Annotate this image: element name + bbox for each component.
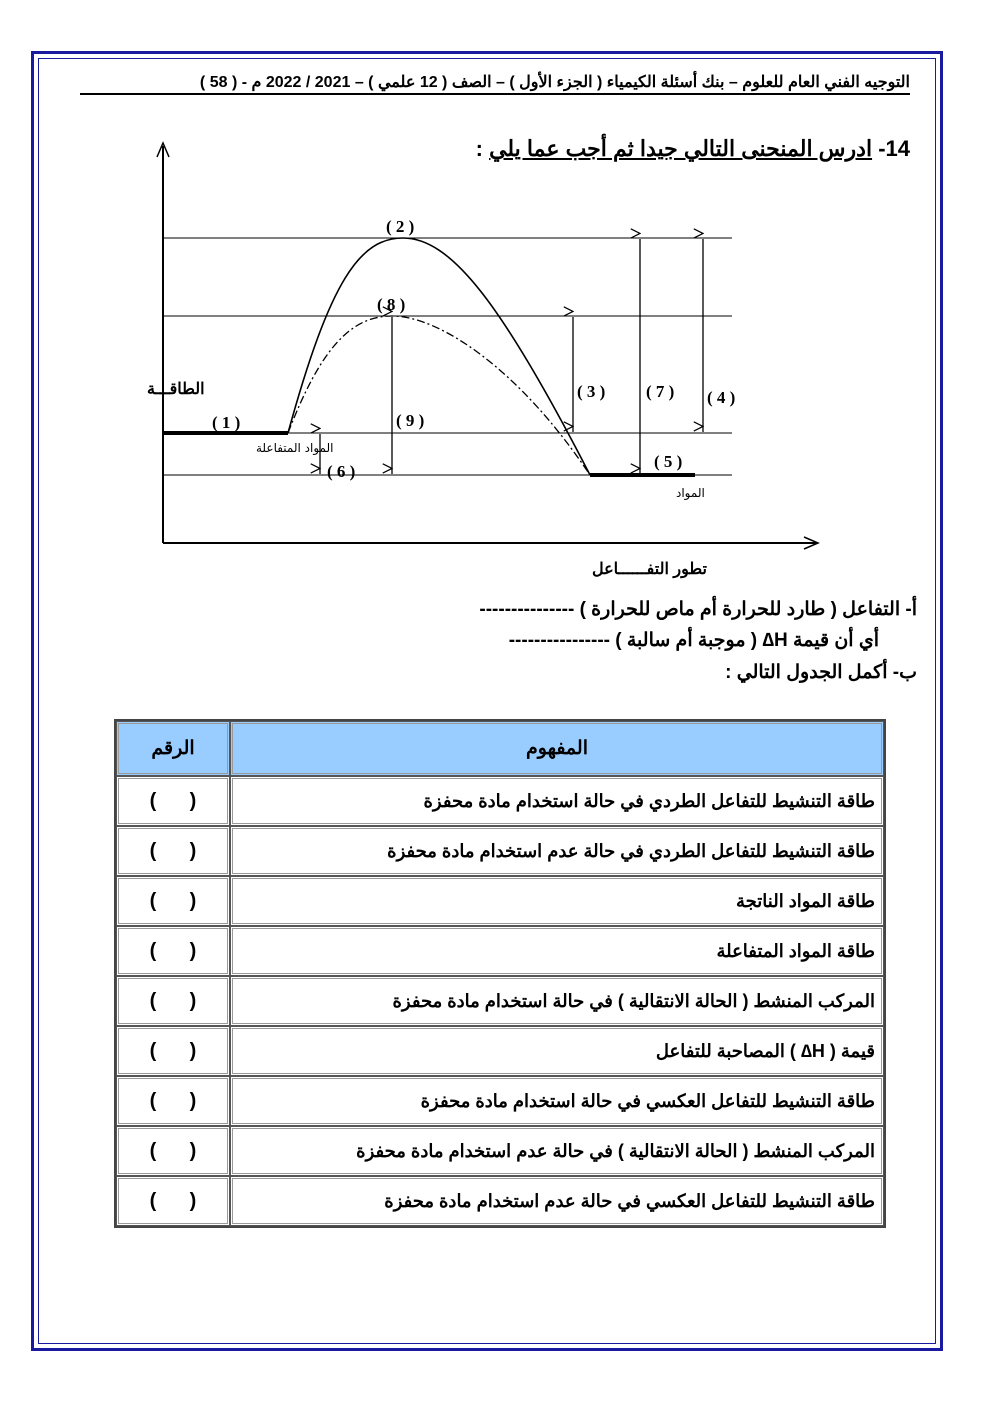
question-title: 14- ادرس المنحنى التالي جيدا ثم أجب عما … xyxy=(476,136,910,162)
table-row: طاقة التنشيط للتفاعل العكسي في حالة استخ… xyxy=(116,1076,884,1126)
part-b-instruction: ب- أكمل الجدول التالي : xyxy=(725,662,917,683)
concept-cell: طاقة المواد الناتجة xyxy=(230,876,884,926)
energy-diagram: ( 1 ) ( 2 ) ( 3 ) ( 4 ) ( 5 ) ( 6 ) ( 7 … xyxy=(147,141,820,579)
table-row: طاقة المواد الناتجة( ) xyxy=(116,876,884,926)
concept-cell: المركب المنشط ( الحالة الانتقالية ) في ح… xyxy=(230,976,884,1026)
page-header: التوجيه الفني العام للعلوم – بنك أسئلة ا… xyxy=(80,72,910,95)
answer-blank[interactable]: ( ) xyxy=(116,1176,230,1226)
question-text: ادرس المنحنى التالي جيدا ثم أجب عما يلي xyxy=(489,136,873,161)
products-label: المواد xyxy=(676,486,705,501)
answer-blank[interactable]: ( ) xyxy=(116,1076,230,1126)
label-1: ( 1 ) xyxy=(212,413,240,432)
table-row: طاقة التنشيط للتفاعل الطردي في حالة عدم … xyxy=(116,826,884,876)
table-row: طاقة التنشيط للتفاعل العكسي في حالة عدم … xyxy=(116,1176,884,1226)
header-concept: المفهوم xyxy=(230,721,884,776)
label-8: ( 8 ) xyxy=(377,295,405,314)
question-colon: : xyxy=(475,136,483,161)
label-7: ( 7 ) xyxy=(646,382,674,401)
label-4: ( 4 ) xyxy=(707,388,735,407)
x-axis-label: تطور التفــــــاعل xyxy=(592,561,707,579)
label-6: ( 6 ) xyxy=(327,462,355,481)
reactants-label: المواد المتفاعلة xyxy=(256,441,333,456)
label-9: ( 9 ) xyxy=(396,411,424,430)
table-row: قيمة ( H∆ ) المصاحبة للتفاعل( ) xyxy=(116,1026,884,1076)
label-5: ( 5 ) xyxy=(654,452,682,471)
header-number: الرقم xyxy=(116,721,230,776)
catalyzed-curve xyxy=(287,315,591,476)
x-axis-arrow-icon xyxy=(803,536,820,550)
answer-blank[interactable]: ( ) xyxy=(116,976,230,1026)
label-2: ( 2 ) xyxy=(386,217,414,236)
page-frame-outer xyxy=(31,51,943,1351)
question-number: 14- xyxy=(878,136,910,161)
answer-blank[interactable]: ( ) xyxy=(116,926,230,976)
answer-blank[interactable]: ( ) xyxy=(116,776,230,826)
table-row: المركب المنشط ( الحالة الانتقالية ) في ح… xyxy=(116,976,884,1026)
concept-cell: قيمة ( H∆ ) المصاحبة للتفاعل xyxy=(230,1026,884,1076)
concept-cell: طاقة المواد المتفاعلة xyxy=(230,926,884,976)
y-axis-arrow-icon xyxy=(156,141,170,158)
answer-blank[interactable]: ( ) xyxy=(116,876,230,926)
answer-blank[interactable]: ( ) xyxy=(116,1026,230,1076)
table-row: المركب المنشط ( الحالة الانتقالية ) في ح… xyxy=(116,1126,884,1176)
table-header-row: المفهوم الرقم xyxy=(116,721,884,776)
table-row: طاقة المواد المتفاعلة( ) xyxy=(116,926,884,976)
concepts-table: المفهوم الرقم طاقة التنشيط للتفاعل الطرد… xyxy=(114,719,886,1228)
y-axis-label: الطاقـــة xyxy=(147,381,205,398)
concept-cell: المركب المنشط ( الحالة الانتقالية ) في ح… xyxy=(230,1126,884,1176)
label-3: ( 3 ) xyxy=(577,382,605,401)
answer-blank[interactable]: ( ) xyxy=(116,826,230,876)
table-row: طاقة التنشيط للتفاعل الطردي في حالة استخ… xyxy=(116,776,884,826)
concept-cell: طاقة التنشيط للتفاعل العكسي في حالة عدم … xyxy=(230,1176,884,1226)
concept-cell: طاقة التنشيط للتفاعل الطردي في حالة عدم … xyxy=(230,826,884,876)
page-frame-inner xyxy=(38,58,936,1344)
part-a-question: أ- التفاعل ( طارد للحرارة أم ماص للحرارة… xyxy=(479,599,917,620)
part-a-delta-h-question: أي أن قيمة H∆ ( موجبة أم سالبة ) -------… xyxy=(508,630,879,651)
answer-blank[interactable]: ( ) xyxy=(116,1126,230,1176)
uncatalyzed-curve xyxy=(287,237,591,476)
concept-cell: طاقة التنشيط للتفاعل الطردي في حالة استخ… xyxy=(230,776,884,826)
concept-cell: طاقة التنشيط للتفاعل العكسي في حالة استخ… xyxy=(230,1076,884,1126)
